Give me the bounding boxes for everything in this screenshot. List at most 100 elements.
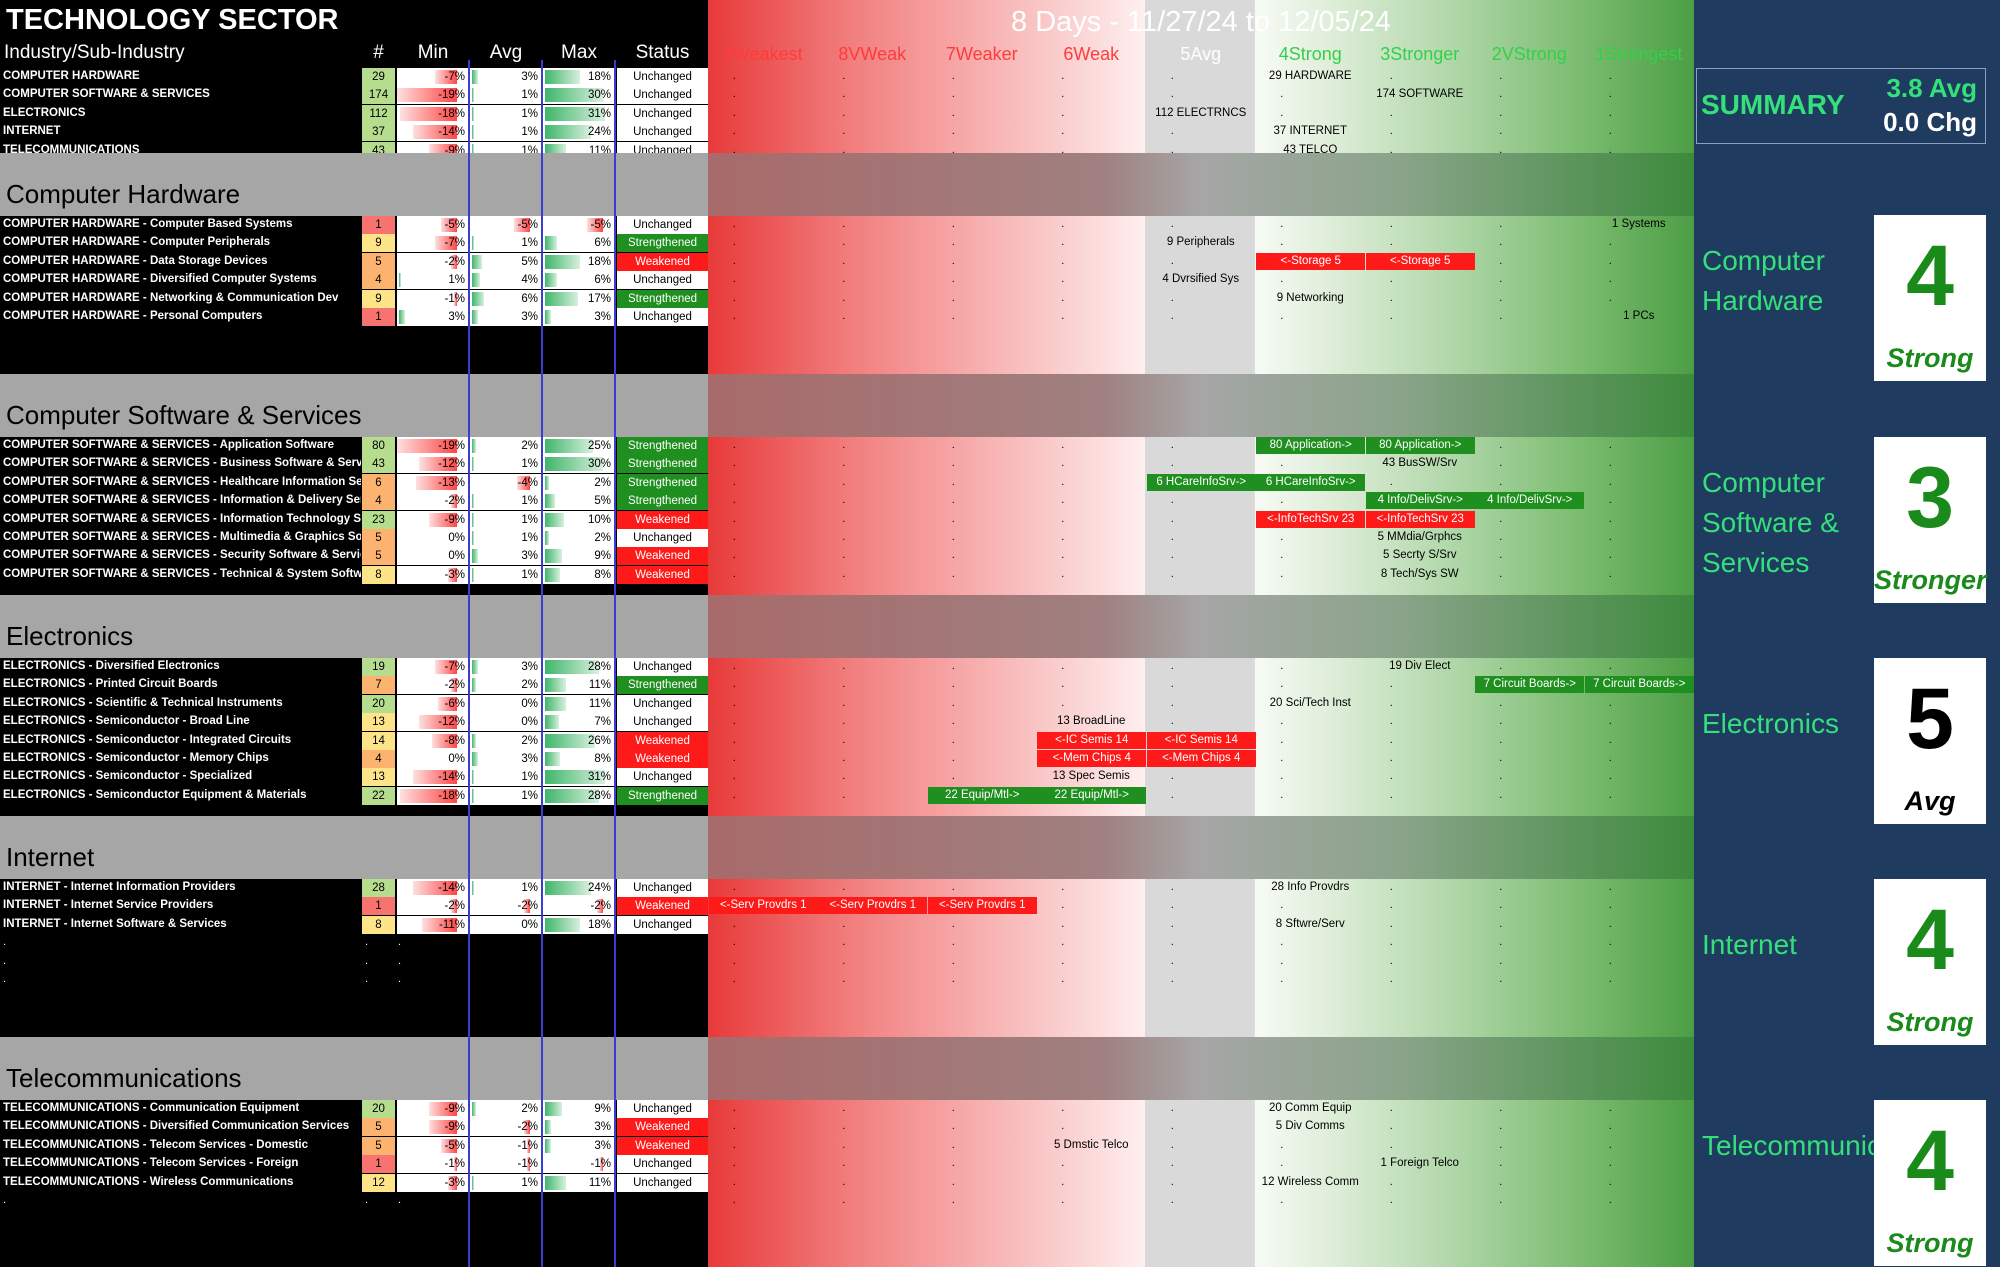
cell-dot: . <box>842 291 846 304</box>
period-title: 8 Days - 11/27/24 to 12/05/24 <box>1011 6 1391 38</box>
cell-dot: . <box>1608 70 1612 82</box>
row-movement-tag: <-IC Semis 14 <box>1146 731 1256 749</box>
cell-dot: . <box>1389 899 1393 912</box>
cell-dot: . <box>951 512 955 525</box>
row-max-bar <box>545 881 592 895</box>
cell-dot: . <box>842 567 846 580</box>
cell-dot: . <box>1499 310 1503 322</box>
row-rank-label: 5 Div Comms <box>1275 1120 1345 1133</box>
cell-dot: . <box>1608 1175 1612 1188</box>
row-min-bar <box>441 1138 457 1153</box>
row-avg-bar <box>472 1102 476 1116</box>
row-avg-bar <box>472 549 478 564</box>
row-rank-label: 9 Networking <box>1276 291 1344 304</box>
row-avg-bar <box>472 70 478 84</box>
row-count: 14 <box>362 731 395 750</box>
row-min-bar <box>441 218 457 232</box>
row-name: INTERNET <box>3 125 61 138</box>
row-status: Unchanged <box>617 879 708 897</box>
group-score-box: 5 Avg <box>1874 658 1986 824</box>
row-name: TELECOMMUNICATIONS <box>3 143 140 156</box>
cell-dot: . <box>1389 770 1393 783</box>
cell-dot: . <box>1170 936 1174 949</box>
row-min-bar <box>438 696 457 711</box>
cell-dot: . <box>1170 310 1174 322</box>
row-max-bar <box>545 715 559 730</box>
group-panel-name: Computer Software & Services <box>1702 467 1839 578</box>
cell-dot: . <box>1389 788 1393 801</box>
cell-dot: . <box>1170 439 1174 451</box>
row-count: 5 <box>362 1118 395 1137</box>
row-min-bar <box>453 1157 457 1172</box>
cell-dot: . <box>1608 696 1612 709</box>
row-status: Weakened <box>617 731 708 750</box>
table-row: ELECTRONICS - Semiconductor Equipment & … <box>0 786 1694 805</box>
cell-dot: . <box>1608 125 1612 138</box>
row-count: 37 <box>362 123 395 142</box>
row-name: INTERNET - Internet Software & Services <box>3 917 227 930</box>
header-status: Status <box>635 42 690 63</box>
cell-dot: . <box>951 291 955 304</box>
row-name: INTERNET - Internet Service Providers <box>3 899 214 912</box>
row-name: TELECOMMUNICATIONS - Wireless Communicat… <box>3 1175 294 1188</box>
cell-dot: . <box>1170 954 1174 967</box>
row-name: TELECOMMUNICATIONS - Communication Equip… <box>3 1102 300 1114</box>
cell-dot: . <box>732 143 736 156</box>
strength-col-header: 6Weak <box>1063 44 1120 64</box>
cell-dot: . <box>1280 770 1284 783</box>
row-avg: 2% <box>470 437 541 455</box>
cell-dot: . <box>951 531 955 543</box>
row-name: TELECOMMUNICATIONS - Telecom Services - … <box>3 1138 309 1151</box>
cell-dot: . <box>842 1102 846 1114</box>
row-status: Unchanged <box>617 658 708 676</box>
table-row: COMPUTER HARDWARE - Computer Peripherals… <box>0 234 1694 253</box>
row-count: 5 <box>362 529 395 547</box>
cell-dot: . <box>1170 125 1174 138</box>
row-min: -7% <box>397 68 468 86</box>
section-title: Computer Software & Services <box>6 400 362 430</box>
row-avg: 4% <box>470 271 541 290</box>
section-header-band: Telecommunications <box>0 1037 1694 1100</box>
row-min-bar <box>422 917 457 932</box>
row-rank-label: 1 PCs <box>1623 310 1655 322</box>
cell-dot: . <box>1389 1120 1393 1133</box>
row-name: ELECTRONICS - Semiconductor - Broad Line <box>3 715 250 728</box>
row-max-bar <box>545 236 557 251</box>
cell-dot: . <box>1170 88 1174 101</box>
cell-dot: . <box>1499 106 1503 119</box>
row-avg: 1% <box>470 234 541 253</box>
row-name: ELECTRONICS - Diversified Electronics <box>3 660 220 672</box>
row-max: 28% <box>543 786 614 805</box>
row-count: 12 <box>362 1173 395 1192</box>
cell-dot: . <box>842 973 846 985</box>
row-movement-tag: 80 Application-> <box>1365 437 1475 454</box>
cell-dot: . <box>1499 1157 1503 1170</box>
row-avg: 3% <box>470 68 541 86</box>
row-min-bar <box>412 770 457 785</box>
row-status: Weakened <box>617 1136 708 1155</box>
row-name: TELECOMMUNICATIONS - Diversified Communi… <box>3 1120 350 1133</box>
row-avg-bar <box>472 733 476 748</box>
cell-dot: . <box>1170 1194 1174 1206</box>
cell-dot: . <box>1499 660 1503 672</box>
row-avg-bar <box>472 254 482 269</box>
cell-dot: . <box>732 457 736 470</box>
cell-dot: . <box>1280 88 1284 101</box>
row-name: COMPUTER SOFTWARE & SERVICES - Informati… <box>3 512 361 525</box>
cell-dot: . <box>842 273 846 286</box>
row-status: Unchanged <box>617 768 708 787</box>
cell-dot: . <box>951 494 955 507</box>
cell-dot: . <box>1389 218 1393 230</box>
cell-dot: . <box>1061 678 1065 691</box>
cell-dot: . <box>3 973 7 985</box>
cell-dot: . <box>1170 531 1174 543</box>
cell-dot: . <box>1280 1194 1284 1206</box>
cell-dot: . <box>1499 475 1503 488</box>
cell-dot: . <box>1389 733 1393 746</box>
cell-dot: . <box>842 457 846 470</box>
table-row: COMPUTER SOFTWARE & SERVICES - Applicati… <box>0 437 1694 455</box>
row-avg-bar <box>472 788 474 803</box>
cell-dot: . <box>1608 973 1612 985</box>
cell-dot: . <box>732 70 736 82</box>
row-avg: 1% <box>470 879 541 897</box>
